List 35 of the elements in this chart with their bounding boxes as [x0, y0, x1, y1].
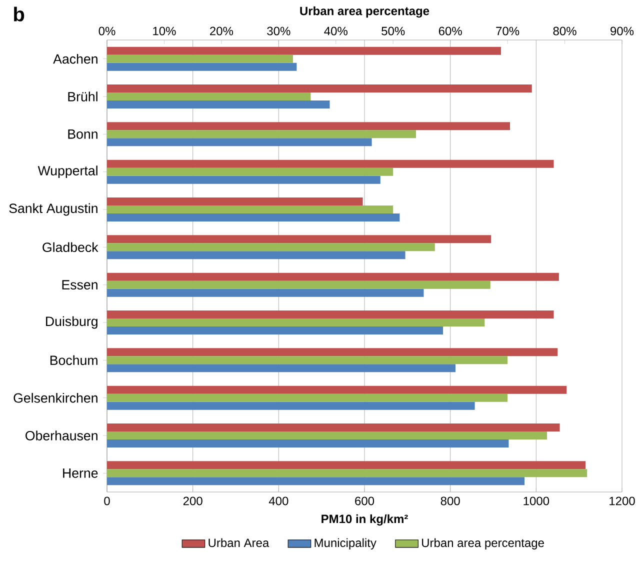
x2-tick-label: 10%	[153, 26, 176, 36]
x2-tick-label: 40%	[324, 26, 348, 36]
y-tick-label: Duisburg	[46, 316, 98, 329]
x2-tick-label: 90%	[610, 26, 634, 36]
y-tick-label: Oberhausen	[26, 430, 98, 440]
x2-tick-label: 0%	[98, 26, 116, 36]
y-tick-label: Essen	[62, 280, 98, 290]
x2-tick-label: 80%	[553, 26, 576, 36]
y-tick-label: Gladbeck	[42, 242, 98, 252]
x2-tick-label: 60%	[438, 26, 462, 36]
legend-label: Urban Area	[208, 538, 270, 548]
y-tick-label: Sankt Augustin	[9, 203, 98, 216]
x-tick-label: 800	[440, 496, 460, 506]
x2-tick-label: 20%	[210, 26, 234, 36]
y-tick-label: Gelsenkirchen	[14, 392, 98, 403]
x-tick-label: 200	[183, 496, 202, 506]
y-tick-label: Bochum	[50, 355, 98, 366]
x2-axis-title: Urban area percentage	[300, 6, 430, 18]
x2-tick-label: 70%	[496, 26, 520, 36]
y-tick-label: Bonn	[68, 130, 98, 139]
y-tick-label: Wuppertal	[38, 166, 98, 178]
y-tick-label: Aachen	[53, 54, 98, 64]
y-tick-label: Brühl	[68, 92, 98, 102]
x-tick-label: 600	[355, 496, 374, 506]
x-axis-title: PM10 in kg/km²	[322, 514, 408, 526]
y-tick-label: Herne	[63, 468, 98, 478]
x2-tick-label: 30%	[267, 26, 290, 36]
legend-label: Municipality	[314, 538, 376, 550]
x-tick-label: 400	[268, 496, 288, 506]
x-tick-label: 1200	[610, 496, 635, 506]
x-tick-label: 0	[104, 496, 110, 506]
legend-label: Urban area percentage	[422, 538, 544, 550]
x-tick-label: 1000	[524, 496, 550, 506]
text: b	[14, 6, 24, 22]
x2-tick-label: 50%	[382, 26, 405, 36]
